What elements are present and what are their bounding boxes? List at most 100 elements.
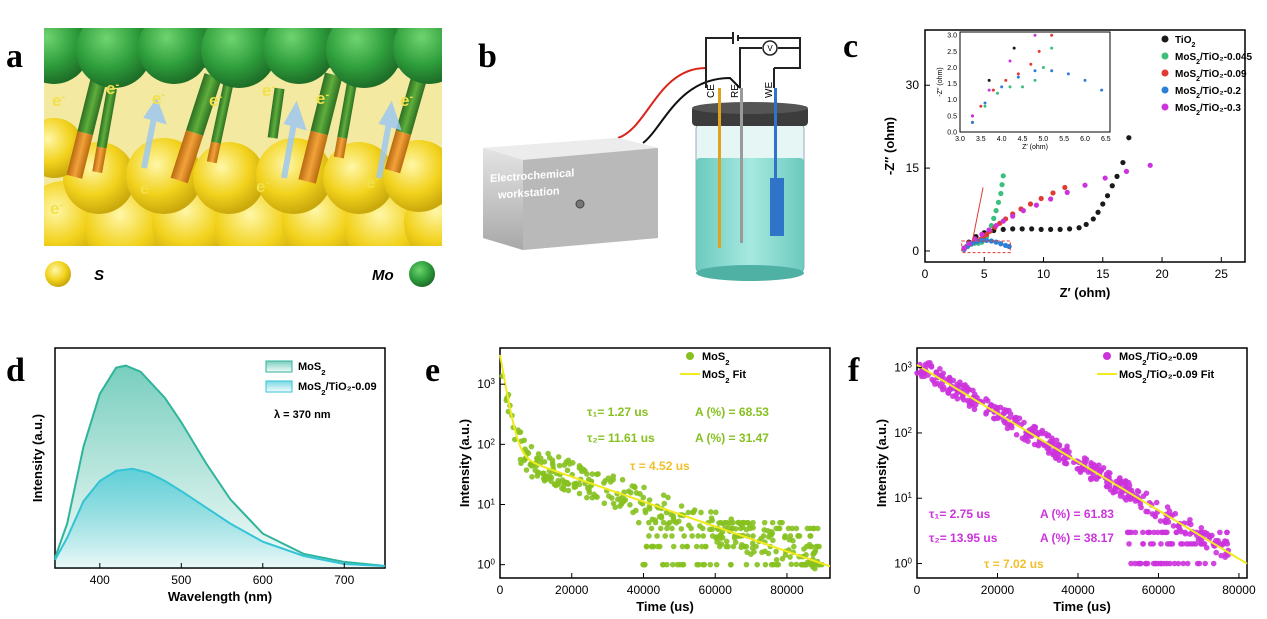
data-point (803, 552, 809, 558)
inset-point (979, 104, 983, 108)
mo-legend-sphere (409, 261, 435, 287)
data-point (1147, 541, 1154, 547)
data-point (725, 543, 731, 550)
electron-label: e- (400, 91, 413, 110)
inset-point (1066, 72, 1070, 76)
legend-marker (1103, 352, 1111, 360)
data-point (1213, 549, 1219, 556)
data-point (612, 504, 618, 511)
data-point (1171, 560, 1178, 567)
data-point (762, 561, 769, 568)
data-point (964, 384, 970, 391)
x-axis-label: Time (us) (1053, 599, 1111, 614)
data-point (816, 543, 822, 550)
data-point (619, 476, 626, 483)
data-point (1000, 173, 1006, 179)
data-point (995, 199, 1002, 205)
data-point (1050, 190, 1056, 196)
data-point (993, 239, 999, 245)
data-point (738, 521, 745, 528)
inset-point (996, 91, 999, 95)
data-point (642, 507, 649, 513)
data-point (1076, 225, 1082, 231)
data-point (738, 544, 744, 551)
data-point (1022, 434, 1028, 441)
legend-mo-label: Mo (372, 267, 394, 284)
data-point (1082, 459, 1089, 466)
data-point (1006, 243, 1012, 250)
data-point (1081, 455, 1088, 461)
x-tick-label: 80000 (1222, 583, 1256, 597)
we-electrode (770, 178, 784, 236)
data-point (679, 543, 686, 550)
data-point (723, 538, 730, 545)
voltmeter-symbol: V (767, 44, 773, 53)
data-point (1196, 560, 1203, 567)
legend-label: MoS2/TiO₂-0.09 Fit (1119, 369, 1214, 385)
excitation-annotation: λ = 370 nm (274, 409, 331, 421)
x-tick-label: 40000 (627, 583, 661, 597)
legend-label: MoS2 (702, 351, 730, 367)
data-point (580, 466, 587, 473)
ce-label: CE (706, 84, 717, 98)
data-point (576, 465, 583, 471)
legend-swatch (265, 360, 293, 373)
inset-point (1008, 85, 1012, 89)
panel-letter-f: f (848, 352, 860, 389)
data-point (782, 533, 788, 539)
data-point (1163, 529, 1169, 536)
data-point (1224, 529, 1230, 536)
data-point (540, 470, 547, 476)
data-point (1104, 193, 1111, 199)
data-point (1038, 195, 1044, 202)
data-point (560, 483, 567, 489)
data-point (707, 561, 714, 568)
plot-frame (924, 29, 1246, 263)
data-point (769, 519, 776, 526)
data-point (716, 543, 723, 550)
data-point (762, 548, 768, 555)
data-point (994, 415, 1001, 421)
data-point (695, 533, 701, 539)
data-point (782, 552, 789, 558)
inset-point (1033, 33, 1037, 37)
legend-swatch (265, 380, 293, 393)
data-point (1164, 504, 1171, 510)
electron-label: e- (106, 79, 119, 98)
data-point (1162, 519, 1169, 526)
data-point (768, 561, 775, 568)
x-tick-label: 25 (1215, 267, 1229, 281)
data-point (565, 487, 572, 494)
plot-frame (499, 347, 831, 579)
data-point (791, 543, 797, 550)
data-point (664, 525, 670, 532)
data-point (691, 507, 698, 513)
x-tick-label: 700 (334, 573, 354, 587)
inset-point (987, 78, 991, 82)
data-point (775, 561, 782, 568)
data-point (1061, 456, 1068, 463)
data-point (601, 480, 607, 486)
data-point (1104, 483, 1110, 490)
data-point (743, 561, 750, 568)
inset-point (1050, 46, 1054, 50)
data-point (1051, 449, 1058, 456)
legend-marker (1161, 69, 1169, 77)
data-point (540, 475, 547, 482)
inset-point (1041, 65, 1045, 69)
data-point (1153, 499, 1160, 506)
data-point (1175, 560, 1182, 567)
data-point (678, 503, 685, 509)
data-point (993, 208, 999, 214)
inset-point (1050, 69, 1054, 73)
data-point (1109, 183, 1115, 189)
red-wire (617, 66, 707, 139)
data-point (754, 561, 760, 568)
inset-x-tick-label: 4.5 (1018, 136, 1028, 143)
fit-annotation: A (%) = 38.17 (1040, 531, 1114, 545)
x-tick-label: 60000 (699, 583, 733, 597)
data-point (517, 456, 524, 463)
inset-point (991, 88, 995, 92)
data-point (1140, 529, 1146, 536)
data-point (1000, 218, 1006, 224)
